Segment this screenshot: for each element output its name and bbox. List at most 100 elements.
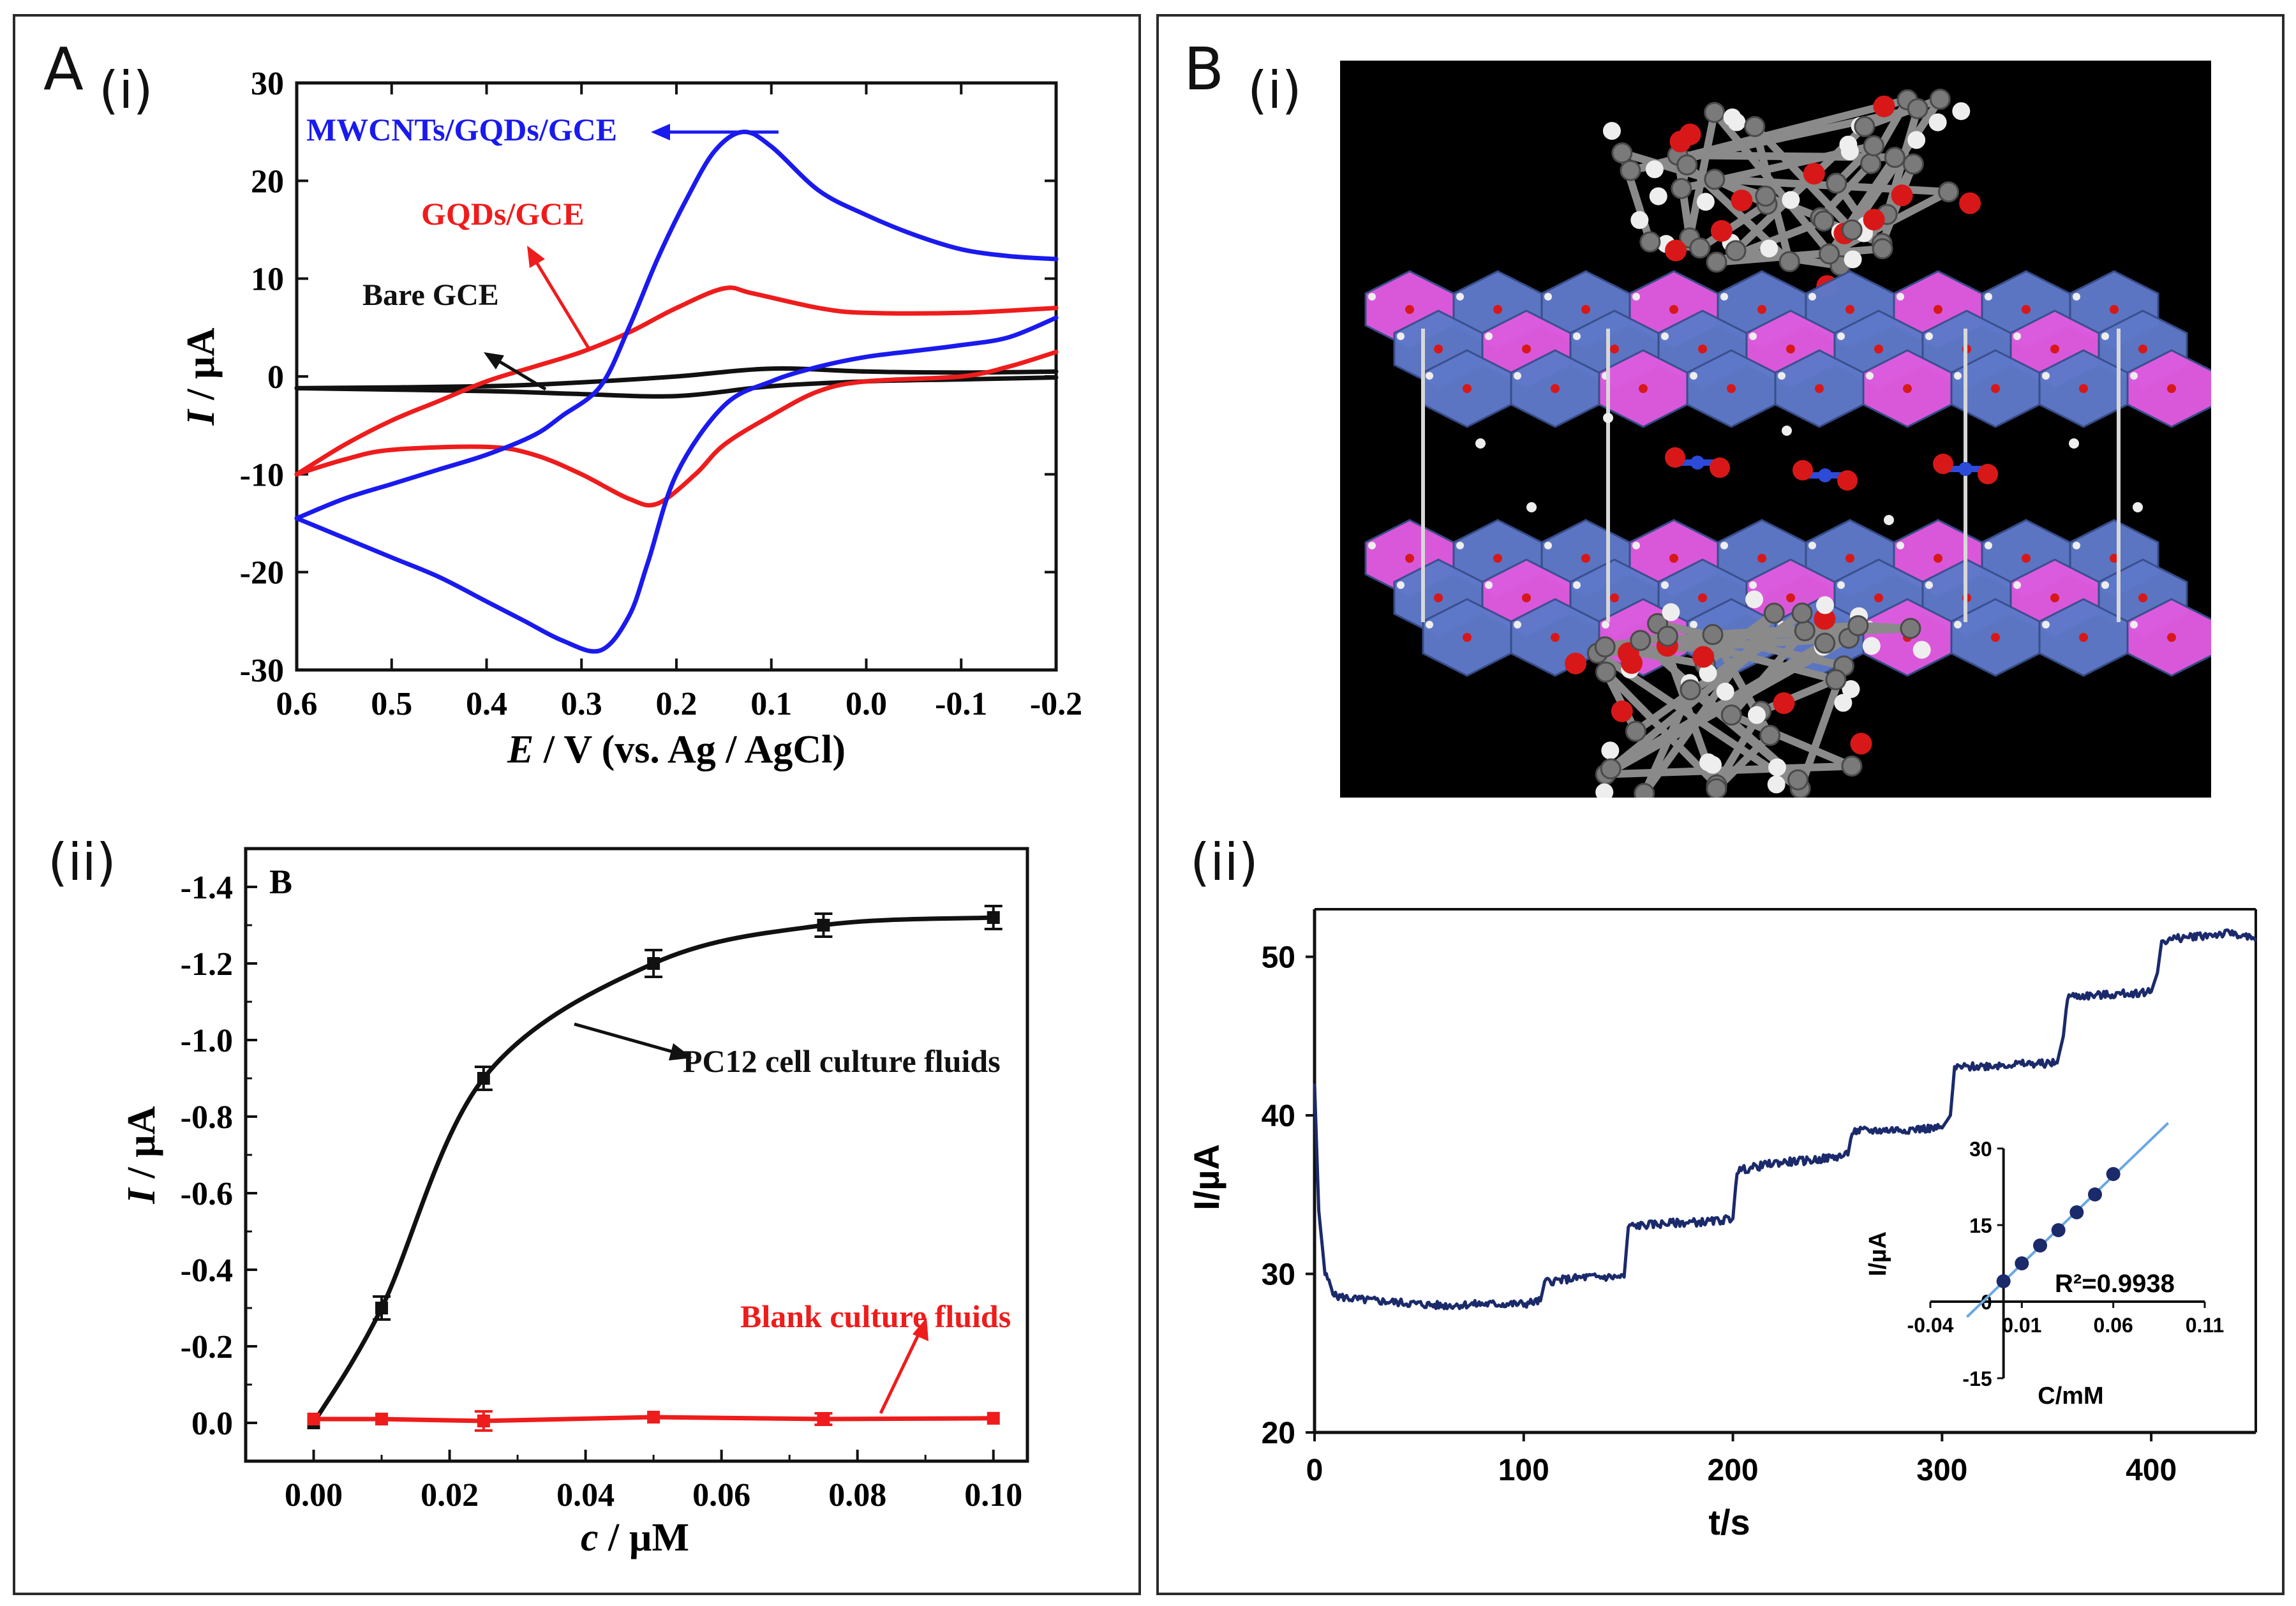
amp-x-tick-label: 300	[1916, 1454, 1967, 1487]
hydrogen-atom	[1632, 293, 1640, 301]
oxygen-atom	[1493, 305, 1502, 314]
cv-arrowhead-mwcnts	[651, 124, 670, 140]
carbon-atom	[1907, 98, 1928, 119]
inset-axes	[1929, 1147, 2206, 1379]
carbon-atom	[1704, 101, 1726, 123]
hydrogen-atom	[1778, 372, 1785, 380]
oxygen-atom	[1874, 345, 1883, 353]
oxygen-atom	[1434, 345, 1443, 353]
carbon-atom	[1814, 632, 1836, 654]
oxygen-atom	[2138, 593, 2147, 602]
conc-label-blank: Blank culture fluids	[740, 1298, 1011, 1334]
conc-arrow-pc12	[574, 1022, 677, 1055]
bond	[1711, 110, 1844, 269]
oxygen-atom	[1891, 184, 1913, 207]
amp-y-axis-title: I/µA	[1186, 1144, 1226, 1210]
hydrogen-atom	[1601, 741, 1620, 760]
conc-x-tick-label: 0.00	[285, 1477, 343, 1513]
inset-r2: R²=0.9938	[2055, 1270, 2175, 1298]
hydrogen-atom	[1720, 293, 1728, 301]
conc-y-tick-label: -0.4	[181, 1253, 233, 1289]
cv-x-tick-label: 0.2	[656, 686, 697, 722]
inset-x-tick-label: 0.06	[2094, 1314, 2133, 1337]
carbon-atom	[1702, 623, 1724, 645]
carbon-atom	[1671, 178, 1692, 200]
hydrogen-atom	[1649, 187, 1667, 205]
oxygen-atom	[1757, 305, 1766, 314]
cv-curve-bare-gce-forward	[294, 366, 1059, 390]
carbon-atom	[1680, 679, 1701, 701]
oxygen-atom	[2022, 305, 2031, 314]
cv-x-tick-label: 0.0	[846, 686, 887, 722]
hydrogen-atom	[1782, 191, 1800, 209]
oxygen-atom	[1405, 305, 1414, 314]
conc-y-axis-title: I / µA	[120, 1106, 163, 1204]
oxygen-atom	[1621, 652, 1643, 674]
oxygen-atom	[1522, 593, 1531, 602]
carbon-atom	[1759, 725, 1781, 747]
hydrogen-atom	[1716, 682, 1734, 701]
carbon-atom	[1860, 152, 1882, 174]
hydrogen-atom	[1573, 581, 1581, 589]
inset-x-tick-labels: -0.04 0.01 0.06 0.11	[1907, 1314, 2225, 1337]
water-hydrogen	[1526, 502, 1537, 512]
cv-x-tick-label: 0.3	[561, 686, 602, 722]
cv-label-gqds: GQDs/GCE	[421, 196, 585, 232]
inset-point	[1996, 1274, 2011, 1288]
panel-a-i-label: (i)	[99, 61, 153, 120]
carbon-atom	[1847, 615, 1869, 637]
oxygen-atom	[1639, 384, 1648, 393]
carbon-atom	[1902, 153, 1924, 175]
oxygen-atom	[1692, 646, 1715, 668]
carbon-atom	[1755, 185, 1777, 207]
inset-point	[2015, 1256, 2029, 1270]
hydrogen-atom	[1397, 581, 1405, 589]
bond	[1637, 637, 1801, 783]
conc-series-blank-point	[987, 1411, 1000, 1425]
conc-y-tick-label: 0.0	[191, 1406, 233, 1442]
interlayer-anions	[1421, 329, 2143, 622]
cv-x-axis-title: E / V (vs. Ag / AgCl)	[507, 728, 846, 771]
hydrogen-atom	[1595, 783, 1614, 798]
bond	[1712, 621, 1859, 639]
oxygen-atom	[2138, 345, 2147, 353]
carbon-atom	[1625, 720, 1646, 742]
cv-y-tick-label: -20	[240, 555, 284, 591]
hydrogen-atom	[1723, 108, 1741, 126]
bond	[1713, 709, 1764, 787]
hydrogen-atom	[1912, 641, 1931, 659]
conc-series-pc12-point	[987, 911, 1000, 924]
cv-curve-mwcnts-gqds-gce-forward	[294, 130, 1059, 521]
amp-series	[1313, 928, 2258, 1311]
conc-series-blank-point	[307, 1413, 320, 1425]
cv-curve-gqds-gce-reverse	[294, 350, 1059, 508]
hydrogen-atom	[2130, 621, 2138, 628]
oxygen-atom	[2050, 593, 2059, 602]
hydrogen-atom	[1897, 542, 1904, 549]
carbon-atom	[1611, 142, 1633, 164]
carbon-atom	[1595, 661, 1616, 683]
oxygen-atom	[1581, 554, 1590, 563]
amp-chart: 0 100 200 300 400 20 30 40 50 t/s I/µA -0.04 0.0…	[1186, 908, 2258, 1542]
hydrogen-atom	[1690, 372, 1697, 380]
bond	[1752, 124, 1855, 233]
anion-oxygen	[1837, 470, 1858, 491]
oxygen-atom	[1405, 554, 1414, 563]
oxygen-atom	[1581, 305, 1590, 314]
carbon-atom	[1706, 251, 1727, 273]
conc-series-blank-line	[311, 1415, 996, 1424]
cv-x-tick-label: -0.2	[1030, 686, 1082, 722]
carbon-atom	[1841, 755, 1863, 777]
panel-a-letter: A	[43, 35, 84, 103]
cv-arrowhead-bare	[484, 352, 504, 369]
hydrogen-atom	[1703, 755, 1722, 774]
anion-nitrogen	[1690, 456, 1704, 470]
hydrogen-atom	[1837, 581, 1845, 589]
carbon-atom	[1600, 758, 1621, 780]
organic-molecule-upper	[1602, 88, 1981, 297]
hydrogen-atom	[1839, 135, 1858, 154]
hydrogen-atom	[2013, 332, 2021, 340]
oxygen-atom	[1803, 163, 1825, 185]
hydrogen-atom	[1907, 131, 1926, 149]
conc-series-pc12-point	[375, 1302, 389, 1314]
